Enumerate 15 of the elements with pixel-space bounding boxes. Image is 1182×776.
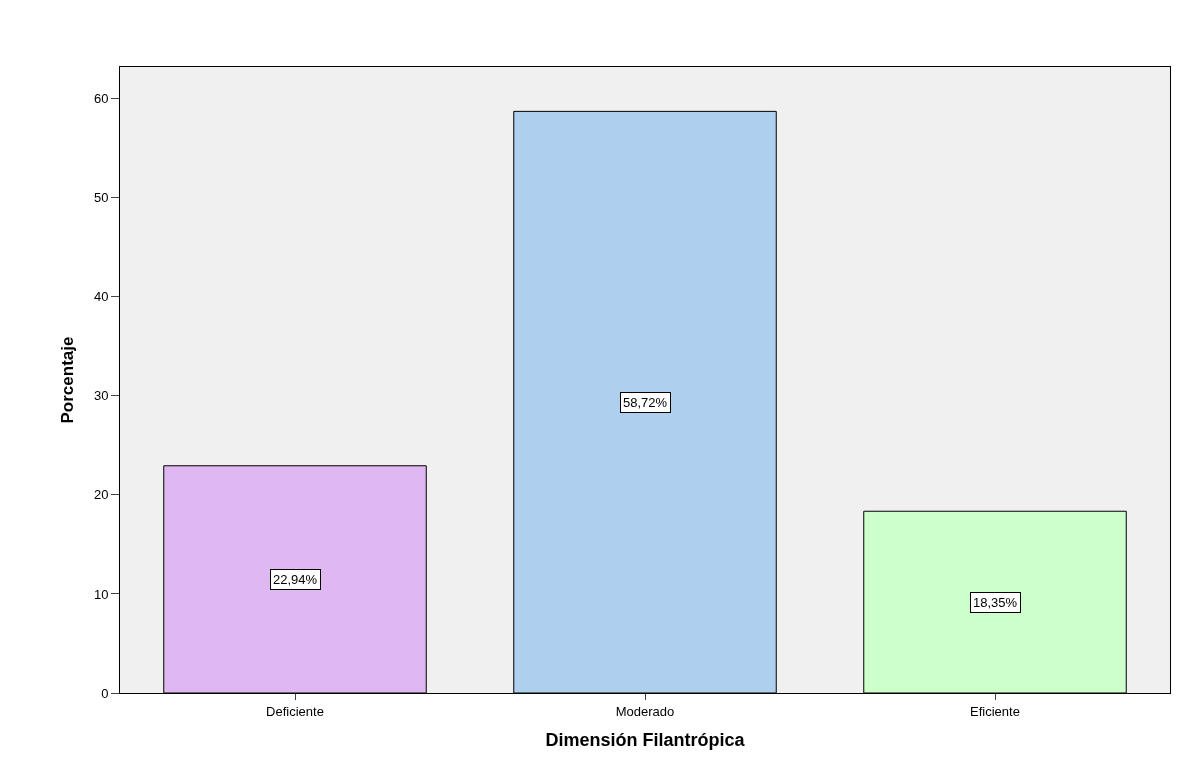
y-axis-title: Porcentaje <box>58 336 78 424</box>
y-tick-label: 40 <box>93 289 109 305</box>
y-tick-label: 60 <box>93 91 109 107</box>
x-tick-label: Moderado <box>615 703 675 719</box>
y-tick-label: 10 <box>93 586 109 602</box>
y-tick-label: 50 <box>93 190 109 206</box>
x-tick-label: Deficiente <box>266 703 324 719</box>
x-axis-title: Dimensión Filantrópica <box>545 729 746 750</box>
y-tick-label: 30 <box>93 388 109 404</box>
data-label: 18,35% <box>973 595 1018 610</box>
y-tick-label: 20 <box>93 487 109 503</box>
data-label: 58,72% <box>623 395 668 410</box>
y-tick-label: 0 <box>101 685 109 701</box>
x-tick-label: Eficiente <box>970 703 1020 719</box>
data-label: 22,94% <box>273 572 318 587</box>
